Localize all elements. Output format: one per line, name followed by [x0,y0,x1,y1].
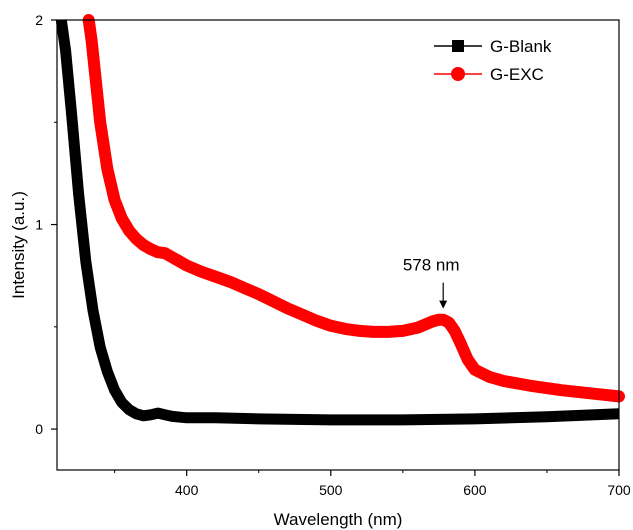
x-tick-label: 500 [319,482,343,498]
annotation-layer: 578 nm [403,256,460,309]
plot-frame [56,19,620,471]
y-axis-title: Intensity (a.u.) [9,191,28,299]
x-tick-label: 700 [607,482,631,498]
series-layer [55,14,625,426]
axis-layer: 400 500 600 700 0 1 2 [35,12,631,498]
arrow-head-icon [439,300,448,309]
x-axis-title: Wavelength (nm) [274,510,403,529]
x-tick-label: 400 [175,482,199,498]
legend-label: G-Blank [490,37,552,56]
series-line-2 [82,14,625,403]
legend: G-Blank G-EXC [434,37,552,84]
x-tick-label: 600 [463,482,487,498]
legend-square-marker-icon [452,40,464,52]
series-line-1 [55,19,620,426]
y-tick-label: 2 [35,12,43,28]
y-tick-label: 0 [35,421,43,437]
y-tick-label: 1 [35,217,43,233]
legend-label: G-EXC [490,65,544,84]
legend-circle-marker-icon [451,67,465,81]
peak-annotation-label: 578 nm [403,256,460,275]
